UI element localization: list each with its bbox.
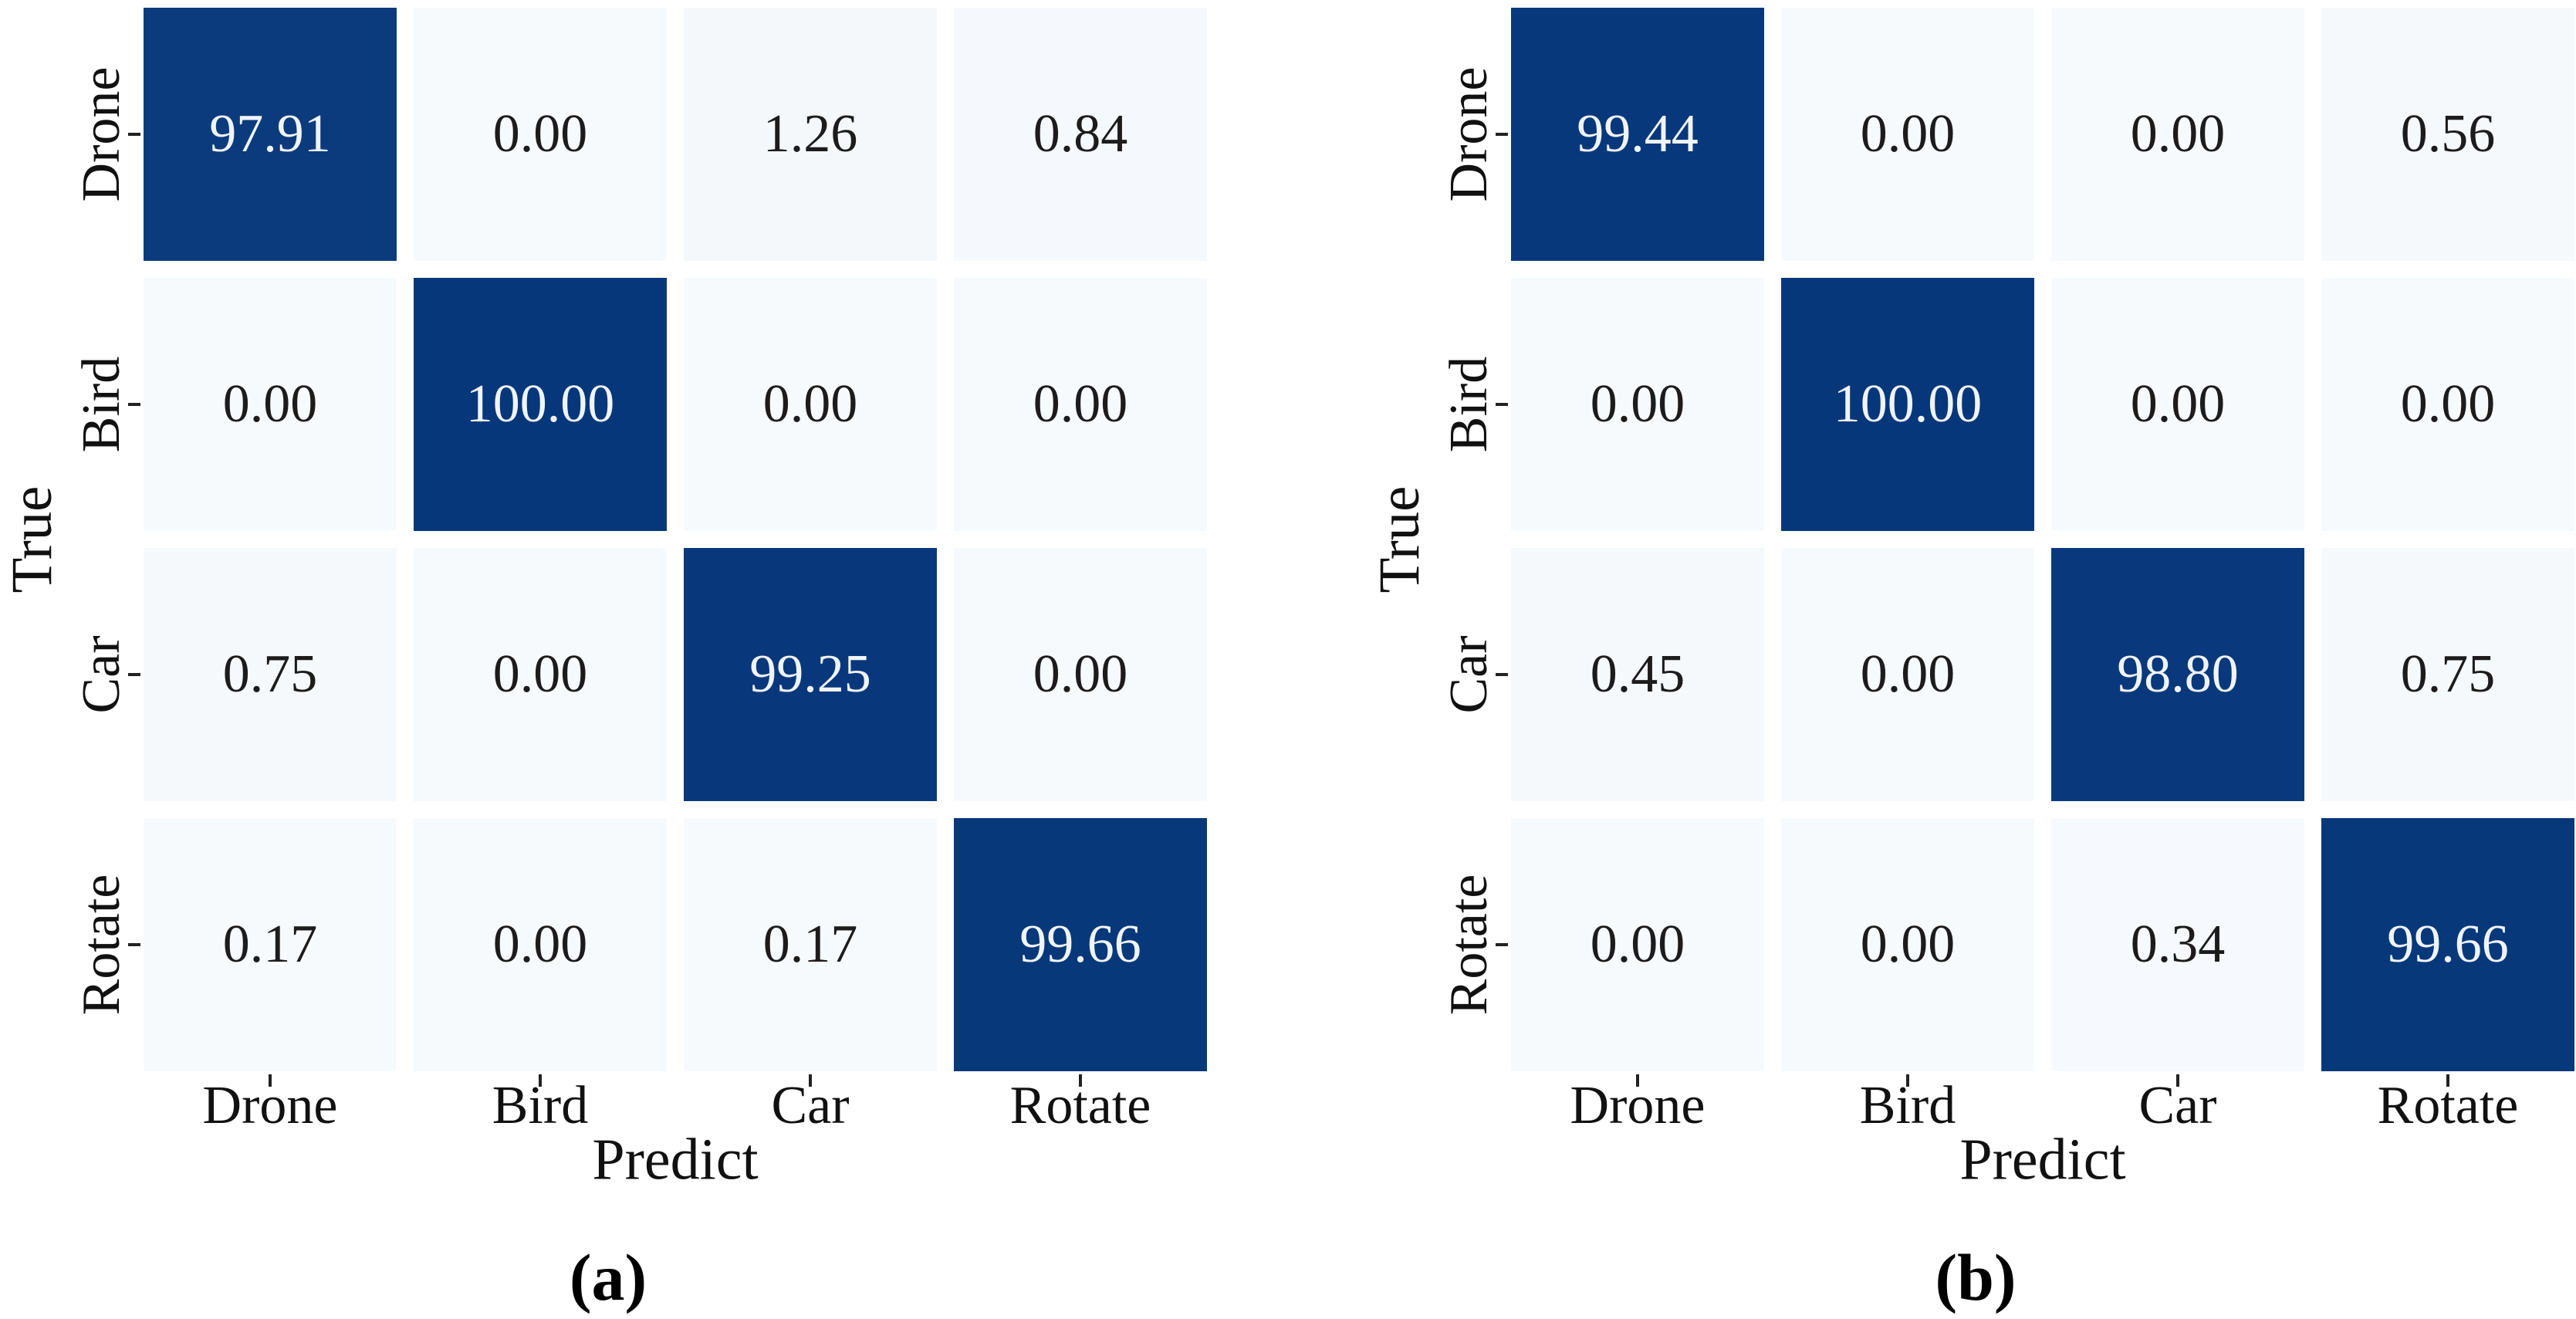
x-tick-label: Car <box>771 1076 850 1135</box>
heatmap-cell: 1.26 <box>684 8 937 261</box>
heatmap-cell: 97.91 <box>144 8 397 261</box>
heatmap-cell: 0.00 <box>1781 818 2034 1071</box>
y-tick-label: Car <box>1439 635 1499 714</box>
x-tick-mark <box>539 1074 542 1087</box>
heatmap-cell: 0.00 <box>1781 548 2034 801</box>
heatmap-cell: 0.56 <box>2321 8 2574 261</box>
x-tick-mark <box>2446 1074 2449 1087</box>
heatmap-cell: 0.17 <box>144 818 397 1071</box>
heatmap-cell: 0.75 <box>2321 548 2574 801</box>
y-tick-mark <box>1496 403 1508 406</box>
heatmap-cell: 0.00 <box>2321 278 2574 531</box>
heatmap-cell: 0.00 <box>954 548 1207 801</box>
heatmap-cell: 0.00 <box>2051 278 2304 531</box>
heatmap-cell: 0.00 <box>684 278 937 531</box>
x-tick-mark <box>1906 1074 1909 1087</box>
heatmap-cell: 0.84 <box>954 8 1207 261</box>
y-tick-mark <box>128 403 140 406</box>
confusion-matrix-figure-a: True Drone Bird Car Rotate 97.91 0.00 1.26 0.8… <box>0 0 1209 1319</box>
x-axis-title: Predict <box>592 1127 759 1192</box>
heatmap-cell: 99.66 <box>954 818 1207 1071</box>
y-axis-title: True <box>1367 485 1432 594</box>
x-tick-label: Drone <box>1570 1076 1706 1135</box>
heatmap-cell: 0.00 <box>144 278 397 531</box>
y-tick-mark <box>1496 673 1508 676</box>
y-tick-mark <box>128 133 140 136</box>
y-tick-label: Bird <box>72 356 131 453</box>
y-tick-label: Drone <box>72 66 131 202</box>
x-tick-mark <box>2176 1074 2179 1087</box>
heatmap-cell: 100.00 <box>414 278 667 531</box>
y-tick-label: Rotate <box>1439 874 1499 1016</box>
x-tick-mark <box>269 1074 272 1087</box>
x-tick-label: Rotate <box>1009 1076 1151 1135</box>
y-axis-title: True <box>0 485 64 594</box>
heatmap-cell: 0.00 <box>1511 818 1764 1071</box>
heatmap-grid: 99.44 0.00 0.00 0.56 0.00 100.00 0.00 0.00 0.45 0… <box>1511 8 2574 1071</box>
x-tick-mark <box>1636 1074 1639 1087</box>
y-tick-label: Bird <box>1439 356 1499 453</box>
heatmap-cell: 0.00 <box>1511 278 1764 531</box>
confusion-matrix-figure-b: True Drone Bird Car Rotate 99.44 0.00 0.00 0.5… <box>1367 0 2576 1319</box>
heatmap-cell: 0.00 <box>2051 8 2304 261</box>
subfigure-caption: (b) <box>1935 1240 2017 1314</box>
y-tick-mark <box>1496 133 1508 136</box>
heatmap-cell: 0.45 <box>1511 548 1764 801</box>
x-tick-mark <box>809 1074 812 1087</box>
heatmap-cell: 0.17 <box>684 818 937 1071</box>
x-tick-label: Bird <box>492 1076 589 1135</box>
heatmap-cell: 99.66 <box>2321 818 2574 1071</box>
x-tick-label: Rotate <box>2377 1076 2519 1135</box>
heatmap-cell: 98.80 <box>2051 548 2304 801</box>
heatmap-cell: 100.00 <box>1781 278 2034 531</box>
heatmap-cell: 0.00 <box>414 818 667 1071</box>
heatmap-cell: 0.75 <box>144 548 397 801</box>
heatmap-cell: 0.00 <box>1781 8 2034 261</box>
heatmap-grid: 97.91 0.00 1.26 0.84 0.00 100.00 0.00 0.00 0.75 0… <box>144 8 1207 1071</box>
y-tick-mark <box>1496 943 1508 946</box>
y-tick-mark <box>128 673 140 676</box>
subfigure-caption: (a) <box>569 1240 647 1314</box>
x-tick-mark <box>1079 1074 1082 1087</box>
y-tick-label: Rotate <box>72 874 131 1016</box>
y-tick-mark <box>128 943 140 946</box>
heatmap-cell: 99.25 <box>684 548 937 801</box>
y-tick-label: Car <box>72 635 131 714</box>
heatmap-cell: 0.34 <box>2051 818 2304 1071</box>
y-tick-label: Drone <box>1439 66 1499 202</box>
x-tick-label: Bird <box>1859 1076 1956 1135</box>
heatmap-cell: 0.00 <box>414 8 667 261</box>
heatmap-cell: 0.00 <box>954 278 1207 531</box>
x-tick-label: Drone <box>202 1076 338 1135</box>
heatmap-cell: 0.00 <box>414 548 667 801</box>
x-axis-title: Predict <box>1959 1127 2126 1192</box>
x-tick-label: Car <box>2138 1076 2217 1135</box>
heatmap-cell: 99.44 <box>1511 8 1764 261</box>
